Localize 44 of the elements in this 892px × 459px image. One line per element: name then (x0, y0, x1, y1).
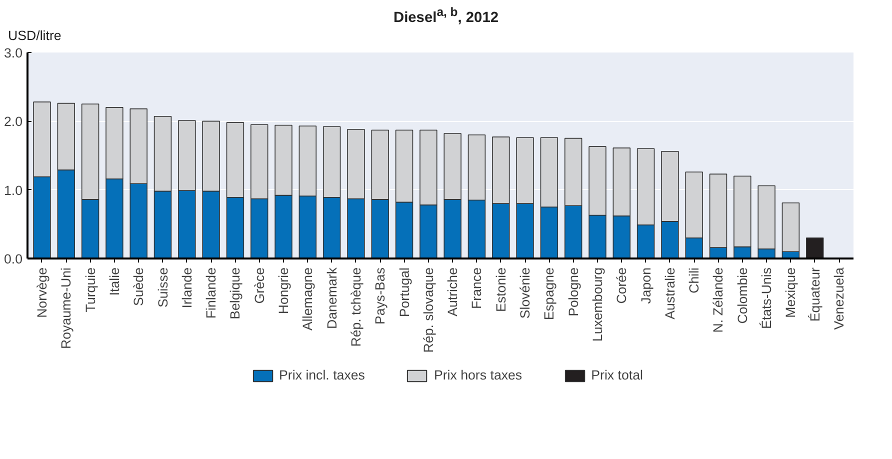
x-tick-label: Colombie (734, 267, 750, 324)
x-tick-label: Espagne (542, 267, 557, 320)
x-tick-label: Estonie (493, 267, 508, 312)
legend-label: Prix incl. taxes (279, 368, 365, 382)
x-tick-label: Irlande (179, 267, 194, 308)
x-tick-label: Suède (131, 267, 146, 306)
x-tick-label: Corée (614, 267, 630, 304)
x-tick-label: Royaume-Uni (58, 267, 74, 349)
x-tick-label: États-Unis (759, 267, 774, 329)
x-tick-label: France (469, 267, 484, 309)
x-tick-label: N. Zélande (710, 267, 726, 333)
chart-title: Diesel$^{a, b}$, 2012 (394, 4, 498, 28)
x-tick-label: Autriche (445, 267, 460, 316)
x-tick-label: Suisse (155, 267, 170, 308)
x-tick-label: Pologne (566, 267, 581, 316)
x-tick-label: Rép. slovaque (420, 267, 436, 353)
x-tick-label: Chili (686, 267, 702, 294)
x-tick-label: Belgique (228, 268, 243, 320)
x-tick-label: Finlande (204, 267, 219, 319)
x-tick-label: Venezuela (832, 266, 847, 330)
y-tick-label: 0.0 (4, 252, 23, 266)
x-tick-label: Norvège (34, 267, 50, 318)
x-tick-label: Italie (106, 267, 122, 296)
x-tick-label: Grèce (252, 268, 267, 304)
x-tick-label: Australie (662, 267, 678, 320)
x-tick-label: Équateur (807, 266, 822, 322)
x-tick-label: Turquie (82, 267, 98, 312)
bar (806, 238, 824, 258)
x-tick-label: Mexique (783, 267, 798, 318)
x-tick-label: Slovénie (518, 267, 533, 319)
y-tick-label: 3.0 (4, 46, 23, 60)
x-tick-label: Allemagne (300, 267, 316, 330)
legend-label: Prix hors taxes (434, 368, 522, 382)
x-tick-label: Danemark (324, 267, 340, 329)
x-tick-label: Japon (638, 267, 654, 304)
x-tick-label: Luxembourg (590, 268, 605, 342)
legend-label: Prix total (591, 368, 643, 382)
y-tick-label: 1.0 (4, 182, 23, 198)
y-axis-title: USD/litre (8, 27, 62, 45)
x-tick-label: Hongrie (276, 267, 292, 314)
x-tick-label: Pays-Bas (372, 267, 388, 325)
x-tick-label: Rép. tchèque (348, 267, 364, 347)
y-tick-label: 2.0 (4, 114, 23, 130)
x-tick-label: Portugal (396, 267, 412, 318)
